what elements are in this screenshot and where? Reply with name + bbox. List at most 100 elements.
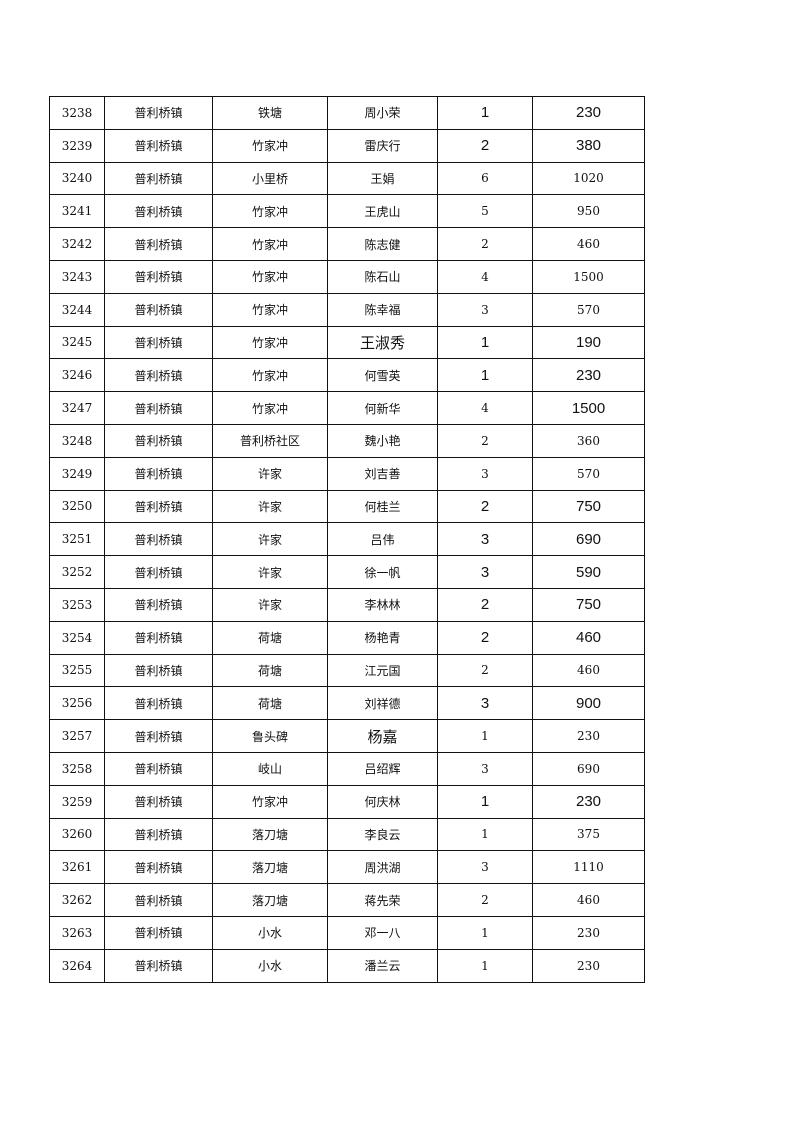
- town-cell: 普利桥镇: [104, 686, 213, 721]
- amount-cell: 360: [532, 423, 645, 458]
- name-cell: 吕伟: [327, 522, 438, 557]
- village-cell: 小水: [212, 948, 328, 983]
- amount-cell: 460: [532, 620, 645, 655]
- town-cell: 普利桥镇: [104, 391, 213, 425]
- amount-cell: 1500: [532, 259, 645, 294]
- quantity-cell: 1: [437, 817, 533, 852]
- table-row: 3252 普利桥镇 许家 徐一帆 3 590: [49, 555, 645, 589]
- name-cell: 陈幸福: [327, 292, 438, 327]
- table-row: 3263 普利桥镇 小水 邓一八 1 230: [49, 915, 645, 950]
- quantity-cell: 1: [437, 915, 533, 950]
- name-cell: 杨嘉: [327, 719, 438, 753]
- quantity-cell: 3: [437, 751, 533, 786]
- amount-cell: 460: [532, 883, 645, 917]
- table-row: 3256 普利桥镇 荷塘 刘祥德 3 900: [49, 686, 645, 721]
- town-cell: 普利桥镇: [104, 555, 213, 589]
- table-row: 3249 普利桥镇 许家 刘吉善 3 570: [49, 456, 645, 491]
- village-cell: 铁塘: [212, 96, 328, 130]
- name-cell: 李林林: [327, 587, 438, 622]
- village-cell: 普利桥社区: [212, 423, 328, 458]
- amount-cell: 230: [532, 358, 645, 393]
- row-number-cell: 3251: [49, 522, 105, 557]
- town-cell: 普利桥镇: [104, 292, 213, 327]
- row-number-cell: 3261: [49, 850, 105, 885]
- village-cell: 荷塘: [212, 653, 328, 688]
- quantity-cell: 1: [437, 96, 533, 130]
- quantity-cell: 2: [437, 587, 533, 622]
- name-cell: 何雪英: [327, 358, 438, 393]
- town-cell: 普利桥镇: [104, 653, 213, 688]
- name-cell: 何桂兰: [327, 489, 438, 524]
- town-cell: 普利桥镇: [104, 620, 213, 655]
- town-cell: 普利桥镇: [104, 128, 213, 163]
- quantity-cell: 1: [437, 948, 533, 983]
- table-row: 3238 普利桥镇 铁塘 周小荣 1 230: [49, 96, 645, 130]
- name-cell: 吕绍辉: [327, 751, 438, 786]
- quantity-cell: 1: [437, 784, 533, 819]
- village-cell: 岐山: [212, 751, 328, 786]
- town-cell: 普利桥镇: [104, 751, 213, 786]
- village-cell: 竹家冲: [212, 292, 328, 327]
- table-row: 3261 普利桥镇 落刀塘 周洪湖 3 1110: [49, 850, 645, 885]
- quantity-cell: 3: [437, 555, 533, 589]
- town-cell: 普利桥镇: [104, 817, 213, 852]
- amount-cell: 750: [532, 489, 645, 524]
- data-table: 3238 普利桥镇 铁塘 周小荣 1 230 3239 普利桥镇 竹家冲 雷庆行 2 380 3240 普…: [49, 96, 645, 983]
- amount-cell: 1500: [532, 391, 645, 425]
- table-row: 3241 普利桥镇 竹家冲 王虎山 5 950: [49, 194, 645, 229]
- village-cell: 小里桥: [212, 161, 328, 196]
- town-cell: 普利桥镇: [104, 948, 213, 983]
- town-cell: 普利桥镇: [104, 587, 213, 622]
- name-cell: 何庆林: [327, 784, 438, 819]
- row-number-cell: 3246: [49, 358, 105, 393]
- quantity-cell: 5: [437, 194, 533, 229]
- row-number-cell: 3255: [49, 653, 105, 688]
- amount-cell: 750: [532, 587, 645, 622]
- row-number-cell: 3250: [49, 489, 105, 524]
- row-number-cell: 3260: [49, 817, 105, 852]
- village-cell: 竹家冲: [212, 325, 328, 360]
- village-cell: 荷塘: [212, 620, 328, 655]
- row-number-cell: 3252: [49, 555, 105, 589]
- amount-cell: 460: [532, 653, 645, 688]
- row-number-cell: 3256: [49, 686, 105, 721]
- name-cell: 周小荣: [327, 96, 438, 130]
- village-cell: 许家: [212, 522, 328, 557]
- row-number-cell: 3259: [49, 784, 105, 819]
- name-cell: 王娟: [327, 161, 438, 196]
- village-cell: 竹家冲: [212, 194, 328, 229]
- quantity-cell: 3: [437, 292, 533, 327]
- town-cell: 普利桥镇: [104, 259, 213, 294]
- quantity-cell: 3: [437, 850, 533, 885]
- row-number-cell: 3244: [49, 292, 105, 327]
- name-cell: 徐一帆: [327, 555, 438, 589]
- town-cell: 普利桥镇: [104, 850, 213, 885]
- quantity-cell: 6: [437, 161, 533, 196]
- table-row: 3259 普利桥镇 竹家冲 何庆林 1 230: [49, 784, 645, 819]
- table-row: 3248 普利桥镇 普利桥社区 魏小艳 2 360: [49, 423, 645, 458]
- town-cell: 普利桥镇: [104, 96, 213, 130]
- quantity-cell: 3: [437, 456, 533, 491]
- town-cell: 普利桥镇: [104, 719, 213, 753]
- village-cell: 许家: [212, 587, 328, 622]
- amount-cell: 230: [532, 784, 645, 819]
- row-number-cell: 3245: [49, 325, 105, 360]
- name-cell: 雷庆行: [327, 128, 438, 163]
- quantity-cell: 2: [437, 653, 533, 688]
- name-cell: 刘祥德: [327, 686, 438, 721]
- village-cell: 许家: [212, 489, 328, 524]
- amount-cell: 690: [532, 751, 645, 786]
- amount-cell: 900: [532, 686, 645, 721]
- amount-cell: 230: [532, 96, 645, 130]
- village-cell: 落刀塘: [212, 883, 328, 917]
- table-row: 3240 普利桥镇 小里桥 王娟 6 1020: [49, 161, 645, 196]
- name-cell: 李良云: [327, 817, 438, 852]
- amount-cell: 190: [532, 325, 645, 360]
- village-cell: 竹家冲: [212, 128, 328, 163]
- row-number-cell: 3242: [49, 227, 105, 261]
- amount-cell: 1110: [532, 850, 645, 885]
- village-cell: 落刀塘: [212, 817, 328, 852]
- amount-cell: 460: [532, 227, 645, 261]
- table-row: 3247 普利桥镇 竹家冲 何新华 4 1500: [49, 391, 645, 425]
